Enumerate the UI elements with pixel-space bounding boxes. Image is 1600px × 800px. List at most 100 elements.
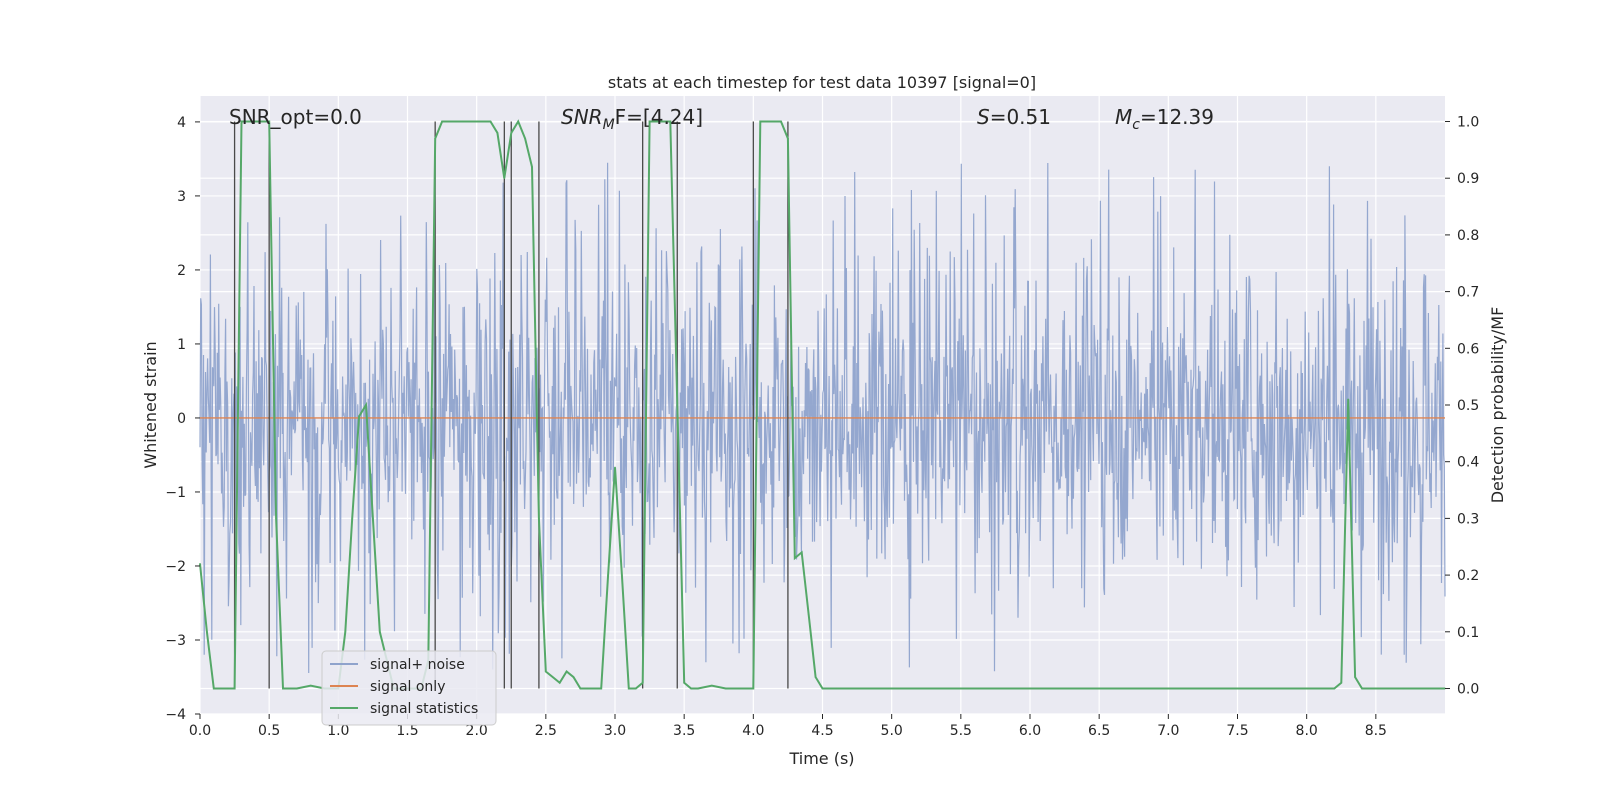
statistics-point <box>890 687 893 690</box>
y-left-tick-label: 4 <box>177 115 186 131</box>
statistics-point <box>628 687 630 690</box>
x-tick-label: 0.5 <box>258 723 280 739</box>
y-axis-label-right: Detection probability/MF <box>1488 307 1507 504</box>
statistics-point <box>690 687 692 690</box>
s-label: S <box>977 105 990 129</box>
statistics-point <box>1167 687 1170 690</box>
statistics-point <box>275 517 277 520</box>
statistics-point <box>282 687 284 690</box>
statistics-point <box>268 120 270 123</box>
x-tick-label: 8.5 <box>1365 723 1387 739</box>
statistics-point <box>780 120 782 123</box>
statistics-point <box>565 670 568 673</box>
statistics-point <box>766 120 768 123</box>
statistics-point <box>496 132 499 134</box>
statistics-point <box>724 687 727 690</box>
x-tick-label: 3.0 <box>604 723 626 739</box>
x-tick-label: 2.0 <box>466 723 488 739</box>
y-right-tick-label: 0.3 <box>1457 511 1479 527</box>
mc-base: M <box>1115 105 1132 129</box>
x-tick-label: 4.0 <box>742 723 764 739</box>
statistics-point <box>683 682 685 684</box>
statistics-point <box>199 562 201 565</box>
snr-mf-base: SNR <box>561 105 603 129</box>
x-tick-label: 5.0 <box>881 723 903 739</box>
statistics-point <box>614 466 616 469</box>
y-right-tick-label: 0.1 <box>1457 625 1479 641</box>
statistics-point <box>773 120 775 123</box>
legend-label-noise: signal+ noise <box>370 657 465 673</box>
statistics-point <box>219 687 222 690</box>
y-right-tick-label: 1.0 <box>1457 115 1479 131</box>
y-left-tick-label: 1 <box>177 337 186 353</box>
noise-series <box>199 162 1446 674</box>
y-right-tick-label: 0.5 <box>1457 398 1479 414</box>
snr-mf-annotation: SNRMF=[4.24] <box>561 105 703 133</box>
statistics-point <box>226 687 229 690</box>
statistics-point <box>365 404 367 406</box>
statistics-point <box>1333 687 1336 690</box>
x-tick-label: 0.0 <box>189 723 211 739</box>
y-left-tick-label: −1 <box>165 485 186 501</box>
x-tick-label: 1.0 <box>327 723 349 739</box>
snr-mf-sub: M <box>603 117 615 133</box>
statistics-point <box>641 682 644 684</box>
statistics-point <box>309 684 312 687</box>
statistics-point <box>621 574 623 576</box>
statistics-point <box>296 687 298 690</box>
y-axis-label-left: Whitened strain <box>141 341 160 468</box>
legend-label-signal-only: signal only <box>370 679 445 695</box>
statistics-point <box>1029 687 1031 690</box>
statistics-point <box>648 120 651 123</box>
left-axis-ticks: −4 −3 −2 −1 0 1 2 3 4 <box>165 115 200 723</box>
y-right-tick-label: 0.7 <box>1457 285 1479 301</box>
statistics-point <box>814 676 817 678</box>
y-left-tick-label: −3 <box>165 633 186 649</box>
y-right-tick-label: 0.9 <box>1457 171 1479 187</box>
statistics-point <box>551 676 554 678</box>
y-left-tick-label: −4 <box>165 707 186 723</box>
statistics-point <box>669 120 672 123</box>
y-right-tick-label: 0.0 <box>1457 681 1479 697</box>
x-axis-label: Time (s) <box>788 749 854 768</box>
mc-sub: c <box>1132 117 1140 133</box>
statistics-point <box>800 551 803 554</box>
statistics-point <box>738 687 741 690</box>
x-axis-ticks: 0.0 0.5 1.0 1.5 2.0 2.5 3.0 3.5 4.0 4.5 5.0 5.5 6.0 6… <box>189 714 1387 739</box>
statistics-point <box>1354 676 1356 678</box>
y-right-tick-label: 0.4 <box>1457 455 1479 471</box>
statistics-point <box>607 574 609 576</box>
statistics-points <box>199 120 1446 690</box>
statistics-point <box>794 557 796 559</box>
statistics-point <box>821 687 824 690</box>
statistics-point <box>579 687 582 690</box>
statistics-point <box>372 517 374 520</box>
statistics-point <box>807 613 810 616</box>
snr-opt-annotation: SNR_opt=0.0 <box>229 105 362 129</box>
statistics-point <box>351 517 353 520</box>
statistics-point <box>475 120 478 123</box>
x-tick-label: 7.0 <box>1157 723 1179 739</box>
statistics-point <box>524 137 526 140</box>
statistics-point <box>462 120 464 123</box>
statistics-point <box>434 137 436 140</box>
statistics-point <box>510 132 513 134</box>
statistics-point <box>503 177 506 180</box>
statistics-point <box>254 120 257 123</box>
x-tick-label: 2.5 <box>535 723 557 739</box>
x-tick-label: 1.5 <box>396 723 418 739</box>
y-right-tick-label: 0.6 <box>1457 341 1479 357</box>
y-left-tick-label: −2 <box>165 559 186 575</box>
mc-annotation: Mc=12.39 <box>1115 105 1214 133</box>
statistics-point <box>545 670 547 673</box>
statistics-point <box>655 120 658 123</box>
statistics-point <box>455 120 457 123</box>
statistics-point <box>531 166 533 168</box>
chart-title: stats at each timestep for test data 103… <box>608 73 1036 92</box>
mc-value: =12.39 <box>1140 105 1214 129</box>
snr-mf-rest: F=[4.24] <box>615 105 703 129</box>
statistics-point <box>206 630 208 633</box>
x-tick-label: 6.0 <box>1019 723 1041 739</box>
statistics-point <box>448 120 450 123</box>
